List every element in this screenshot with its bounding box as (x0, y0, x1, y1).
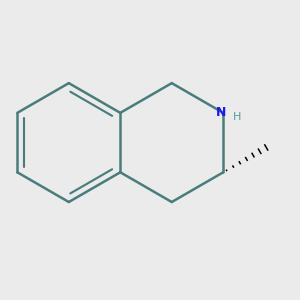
Text: H: H (233, 112, 241, 122)
Text: N: N (216, 106, 226, 119)
